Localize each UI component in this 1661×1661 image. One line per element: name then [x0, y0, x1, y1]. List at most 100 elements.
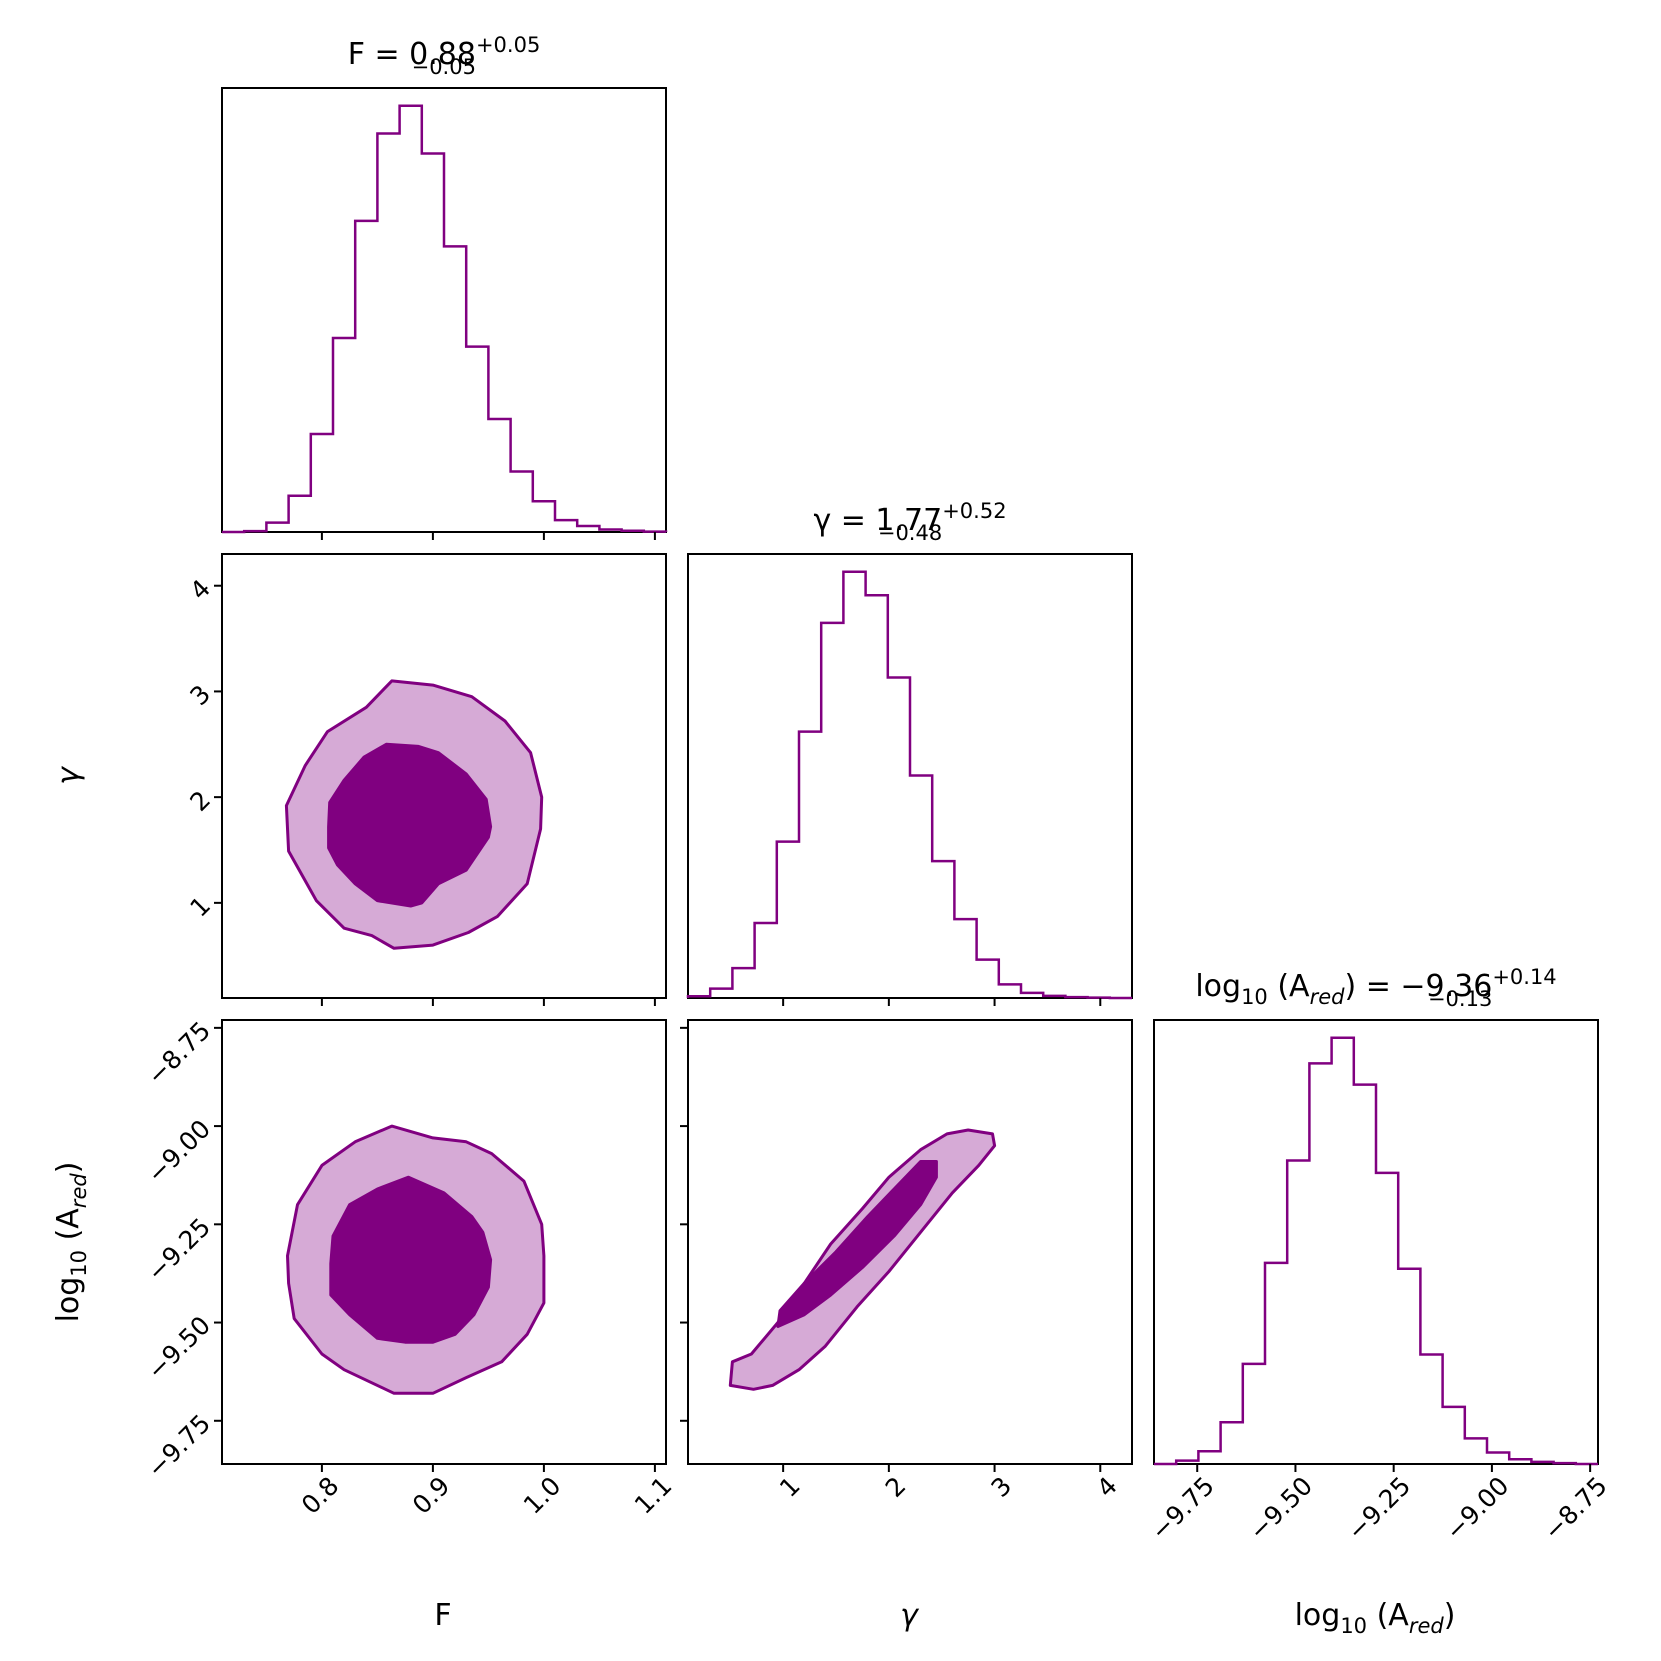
histogram-bin [1243, 1364, 1265, 1464]
y-axis-label-log10_A_red: log10 (Ared) [51, 1162, 91, 1323]
panel-frame [221, 1019, 667, 1465]
x-axis-label-F: F [434, 1598, 451, 1633]
histogram-bin [888, 677, 910, 998]
histogram-F [222, 104, 668, 534]
histogram-bin [843, 572, 865, 998]
histogram-gamma [686, 570, 1132, 1000]
histogram-bin [1465, 1438, 1487, 1464]
contour-gamma-log10_A_red [728, 1128, 997, 1391]
x-axis-label-gamma: γ [900, 1598, 920, 1633]
histogram-bin [289, 496, 311, 532]
histogram-bin [422, 153, 444, 532]
x-axis-label-log10_A_red: log10 (Ared) [1295, 1598, 1456, 1638]
histogram-bin [1354, 1085, 1376, 1464]
histogram-step-line [686, 570, 1132, 1000]
panel-title-F: F = 0.88+0.05 −0.05 [348, 33, 541, 79]
panel-title-gamma: γ = 1.77+0.52 −0.48 [813, 499, 1006, 545]
x-tick-label: 1.0 [518, 1471, 567, 1520]
histogram-bin [533, 501, 555, 532]
panel-F-vs-F [221, 87, 667, 533]
histogram-bin [377, 133, 399, 532]
histogram-bin [954, 919, 976, 998]
histogram-bin [1443, 1407, 1465, 1464]
x-tick-label: 1.1 [629, 1471, 678, 1520]
histogram-bin [555, 520, 577, 532]
contour-68-region [327, 742, 493, 908]
histogram-bin [1487, 1452, 1509, 1464]
histogram-bin [932, 861, 954, 998]
y-tick-label: −9.50 [141, 1311, 216, 1386]
panel-frame [687, 1019, 1133, 1465]
histogram-bin [266, 523, 288, 532]
x-tick-label: 3 [985, 1471, 1017, 1503]
histogram-bin [799, 732, 821, 998]
histogram-bin [444, 246, 466, 532]
x-tick-label: 0.9 [407, 1471, 456, 1520]
y-tick-label: −9.75 [141, 1409, 216, 1484]
y-tick-label: −9.25 [141, 1212, 216, 1287]
histogram-log10_A_red [1154, 1036, 1598, 1466]
histogram-bin [466, 347, 488, 532]
histogram-bin [511, 471, 533, 532]
histogram-bin [1332, 1038, 1354, 1464]
y-tick-label: 3 [184, 679, 216, 711]
panel-log10_A_red-vs-gamma [687, 1019, 1133, 1465]
x-tick-label: 1 [774, 1471, 806, 1503]
panel-gamma-vs-gamma [687, 553, 1133, 999]
histogram-bin [777, 842, 799, 998]
x-tick-label: −9.75 [1145, 1471, 1220, 1546]
y-tick-label: 4 [184, 574, 216, 606]
x-tick-label: −8.75 [1538, 1471, 1613, 1546]
histogram-bin [488, 419, 510, 532]
y-tick-label: 2 [184, 785, 216, 817]
panel-frame [1153, 1019, 1599, 1465]
histogram-bin [732, 968, 754, 998]
histogram-bin [755, 923, 777, 998]
y-tick-label: −9.00 [141, 1114, 216, 1189]
x-tick-label: 2 [880, 1471, 912, 1503]
histogram-bin [1198, 1451, 1220, 1464]
x-tick-label: −9.00 [1440, 1471, 1515, 1546]
x-tick-label: −9.50 [1243, 1471, 1318, 1546]
histogram-bin [999, 984, 1021, 998]
histogram-bin [311, 434, 333, 532]
histogram-bin [710, 989, 732, 998]
title-minus-error: −0.48 [878, 521, 942, 545]
panel-frame [221, 553, 667, 999]
contour-68-region [776, 1160, 938, 1328]
y-axis-label-gamma: γ [51, 765, 86, 785]
histogram-step-line [1154, 1036, 1598, 1466]
panel-log10_A_red-vs-F [221, 1019, 667, 1465]
histogram-bin [355, 221, 377, 532]
histogram-bin [821, 623, 843, 998]
panel-frame [687, 553, 1133, 999]
contour-F-log10_A_red [286, 1124, 546, 1395]
histogram-bin [866, 595, 888, 998]
x-tick-label: −9.25 [1342, 1471, 1417, 1546]
histogram-bin [400, 106, 422, 532]
contour-68-region [329, 1175, 493, 1344]
histogram-bin [977, 960, 999, 998]
histogram-bin [1398, 1269, 1420, 1464]
histogram-bin [910, 776, 932, 998]
panel-log10_A_red-vs-log10_A_red [1153, 1019, 1599, 1465]
panel-title-log10_A_red: log10 (Ared) = −9.36+0.14 −0.13 [1195, 965, 1556, 1011]
histogram-bin [1309, 1063, 1331, 1464]
title-minus-error: −0.13 [1428, 987, 1492, 1011]
x-tick-label: 4 [1091, 1471, 1123, 1503]
histogram-bin [333, 338, 355, 532]
histogram-step-line [222, 104, 668, 534]
histogram-bin [1376, 1173, 1398, 1464]
histogram-bin [1221, 1422, 1243, 1464]
contour-F-gamma [284, 679, 544, 950]
panel-frame [221, 87, 667, 533]
histogram-bin [1265, 1263, 1287, 1464]
panel-gamma-vs-F [221, 553, 667, 999]
title-minus-error: −0.05 [412, 55, 476, 79]
histogram-bin [1420, 1354, 1442, 1464]
y-tick-label: 1 [184, 891, 216, 923]
x-tick-label: 0.8 [296, 1471, 345, 1520]
histogram-bin [1287, 1161, 1309, 1464]
y-tick-label: −8.75 [141, 1016, 216, 1091]
